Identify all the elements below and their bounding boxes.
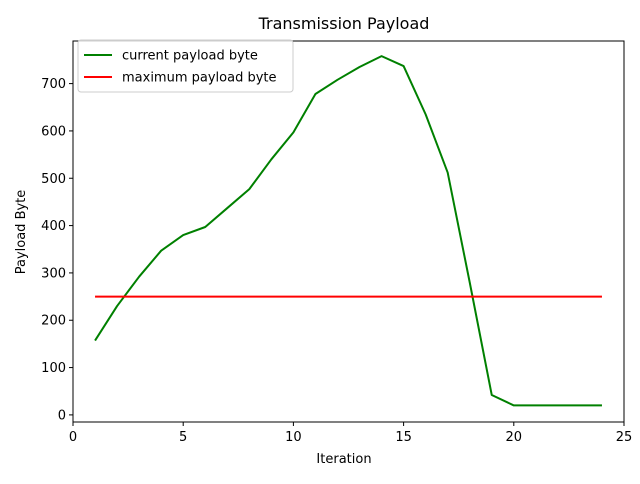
legend-box xyxy=(77,39,294,93)
y-tick-label: 200 xyxy=(41,314,66,329)
x-tick-label: 25 xyxy=(616,430,633,445)
x-tick-label: 20 xyxy=(506,430,523,445)
x-axis-label: Iteration xyxy=(316,452,371,467)
x-tick-label: 5 xyxy=(179,430,187,445)
axes: 0 5 10 15 20 25 0 100 200 300 400 500 600 700 xyxy=(41,40,633,445)
y-tick-label: 400 xyxy=(41,219,66,234)
plot-area xyxy=(94,55,602,407)
y-tick-label: 300 xyxy=(41,266,66,281)
y-tick-label: 500 xyxy=(41,172,66,187)
legend: current payload byte maximum payload byte xyxy=(77,39,294,93)
chart-title: Transmission Payload xyxy=(258,14,430,33)
y-axis-label: Payload Byte xyxy=(14,190,29,275)
legend-label-2: maximum payload byte xyxy=(122,71,277,86)
x-tick-label: 0 xyxy=(69,430,77,445)
series-line-1 xyxy=(94,55,602,407)
x-tick-label: 10 xyxy=(285,430,302,445)
y-tick-label: 600 xyxy=(41,124,66,139)
y-tick-label: 700 xyxy=(41,77,66,92)
plot-frame xyxy=(72,40,625,423)
y-tick-label: 100 xyxy=(41,361,66,376)
y-tick-label: 0 xyxy=(58,408,66,423)
x-tick-label: 15 xyxy=(395,430,412,445)
legend-label-1: current payload byte xyxy=(122,49,258,64)
